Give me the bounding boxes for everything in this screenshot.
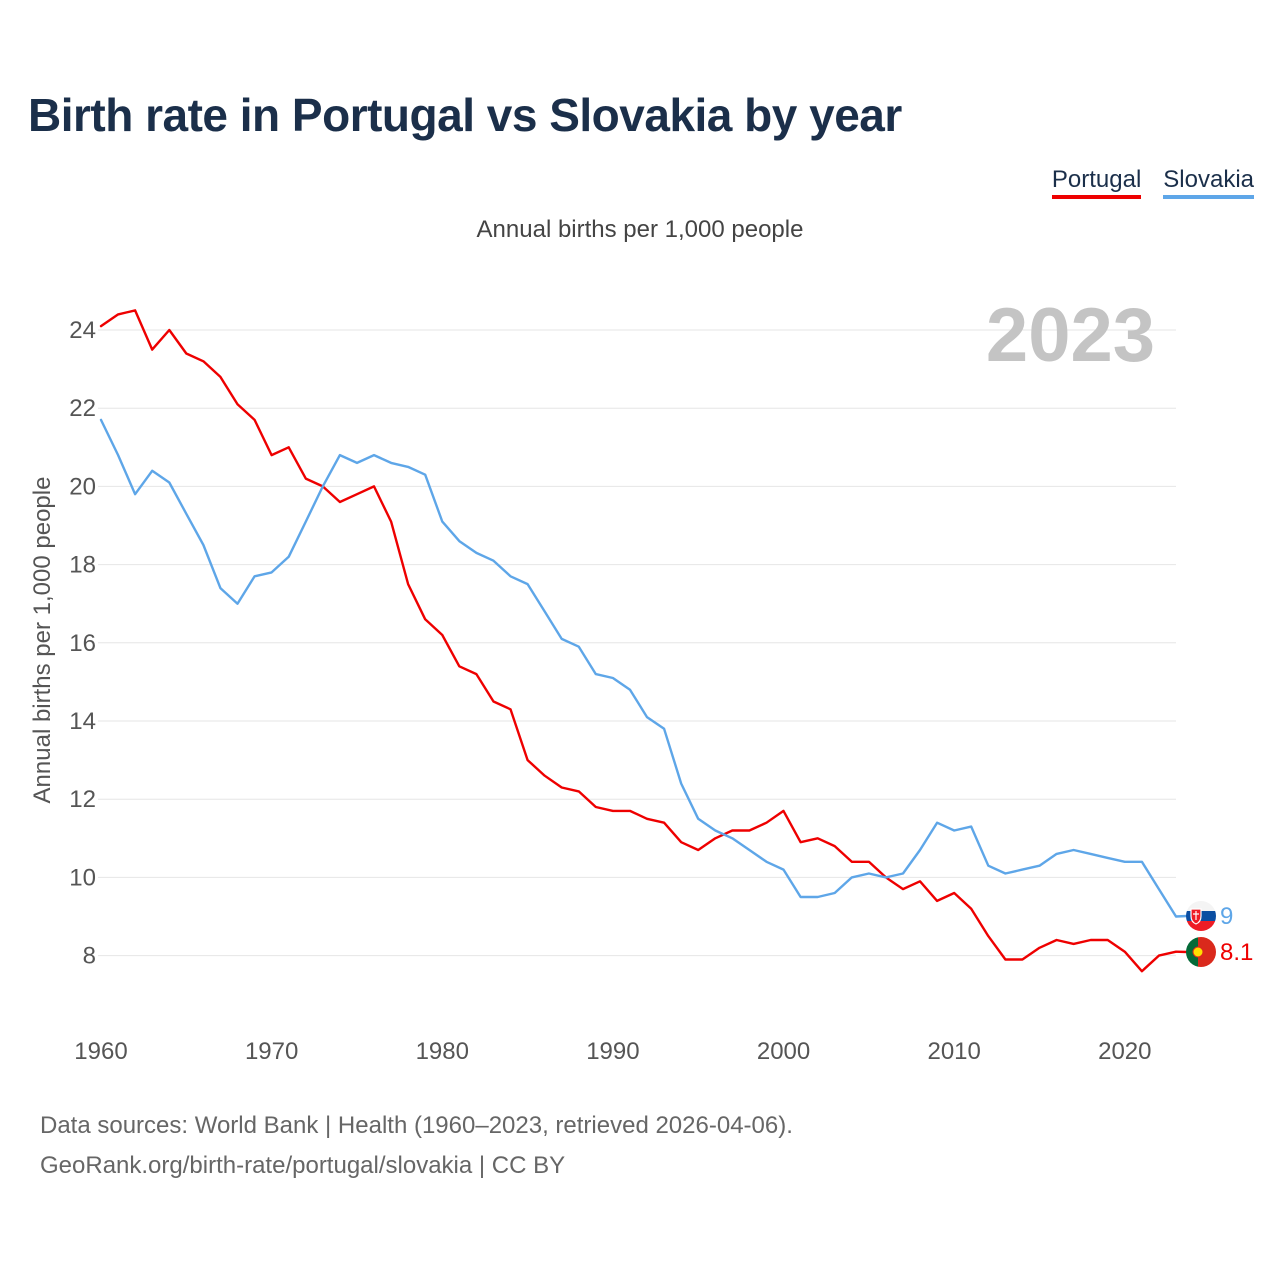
y-axis-ticks: 8 10 12 14 16 18 20 22 24 [69, 317, 96, 970]
x-axis-ticks: 1960 1970 1980 1990 2000 2010 2020 [74, 1038, 1151, 1065]
x-tick-label: 1990 [586, 1038, 639, 1065]
line-chart: 8 10 12 14 16 18 20 22 24 1960 1970 1980 1990 2000 20… [29, 293, 1253, 1065]
footer: Data sources: World Bank | Health (1960–… [40, 1106, 793, 1186]
x-tick-label: 2010 [927, 1038, 980, 1065]
chart-title: Birth rate in Portugal vs Slovakia by ye… [28, 89, 902, 141]
x-tick-label: 1960 [74, 1038, 127, 1065]
y-tick-label: 24 [69, 317, 96, 344]
y-tick-label: 12 [69, 786, 96, 813]
series-line-portugal[interactable] [99, 309, 1178, 973]
portugal-flag-icon [1186, 937, 1216, 967]
y-tick-label: 16 [69, 630, 96, 657]
legend-item-portugal[interactable]: Portugal [1051, 166, 1142, 199]
series-line-slovakia[interactable] [99, 418, 1178, 918]
x-tick-label: 1970 [245, 1038, 298, 1065]
x-tick-label: 2000 [757, 1038, 810, 1065]
series-connector [1175, 914, 1188, 918]
series-lines [99, 309, 1178, 973]
x-tick-label: 1980 [416, 1038, 469, 1065]
y-tick-label: 8 [83, 943, 96, 970]
source-url: GeoRank.org/birth-rate/portugal/slovakia… [40, 1152, 566, 1179]
slovakia-flag-icon [1186, 901, 1216, 931]
x-tick-label: 2020 [1098, 1038, 1151, 1065]
legend-item-slovakia[interactable]: Slovakia [1163, 166, 1254, 199]
end-value-label-portugal: 8.1 [1220, 939, 1253, 966]
year-watermark: 2023 [986, 293, 1155, 378]
gridlines [98, 329, 1176, 957]
y-tick-label: 18 [69, 552, 96, 579]
y-axis-label: Annual births per 1,000 people [29, 477, 56, 804]
source-note: Data sources: World Bank | Health (1960–… [40, 1112, 793, 1139]
chart-subtitle: Annual births per 1,000 people [476, 216, 804, 243]
y-tick-label: 14 [69, 708, 96, 735]
end-value-label-slovakia: 9 [1220, 903, 1233, 930]
legend: Portugal Slovakia [1051, 166, 1254, 199]
series-end-markers: 8.19 [1175, 901, 1253, 967]
y-tick-label: 20 [69, 473, 96, 500]
y-tick-label: 10 [69, 864, 96, 891]
y-tick-label: 22 [69, 395, 96, 422]
